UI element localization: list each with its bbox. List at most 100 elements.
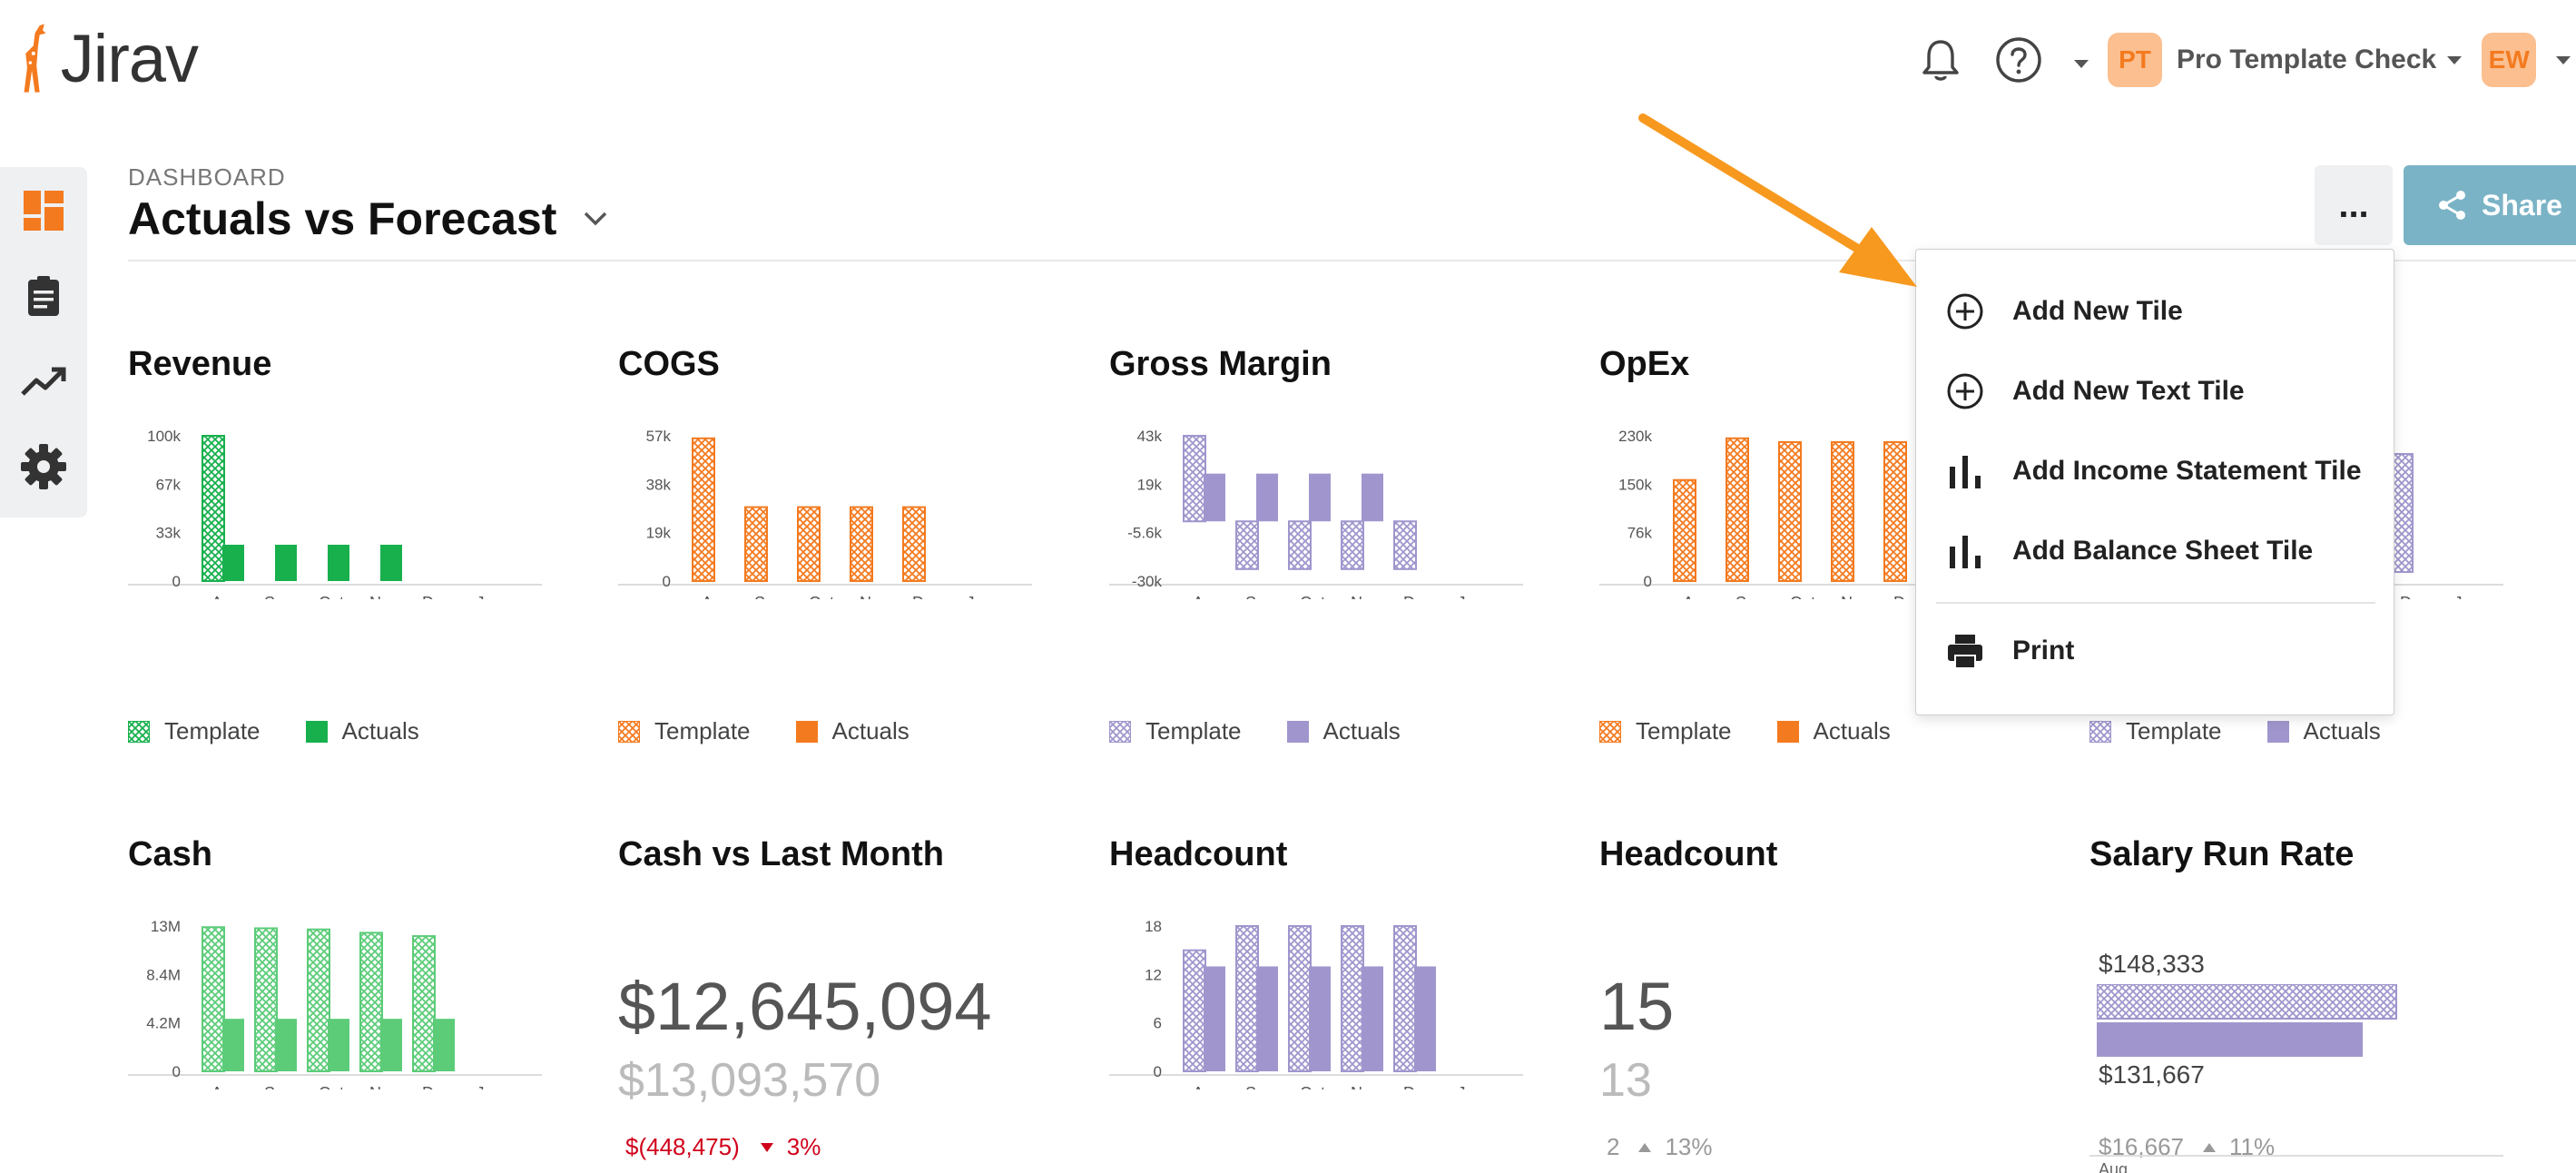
y-tick-label: 0 [1154,1063,1162,1080]
help-icon[interactable] [1993,34,2044,85]
actuals-bar [1204,966,1225,1071]
tile-partially-hidden[interactable]: Dec Jan Template Actuals [2089,345,2516,763]
x-tick-label: Dec [1893,594,1922,599]
tile-salary-run-rate[interactable]: Salary Run Rate $148,333 $131,667 $16,66… [2089,835,2516,1173]
y-tick-label: 19k [1137,476,1163,493]
legend-template: Template [1636,717,1732,744]
headcount-chart: 18 12 6 0 Aug Sep Oct Nov Dec Jan [1109,918,1523,1089]
chevron-down-icon [2447,55,2463,64]
giraffe-logo-icon [24,24,46,93]
x-tick-label: Dec [422,594,451,599]
legend-actuals: Actuals [831,717,909,744]
y-tick-label: 230k [1618,428,1652,445]
x-tick-label: Jan [966,594,992,599]
breadcrumb[interactable]: DASHBOARD [128,163,286,191]
legend-template: Template [1145,717,1242,744]
menu-item-add-new-tile[interactable]: Add New Tile [1945,284,2183,339]
actuals-bar [1309,966,1331,1071]
actuals-bar [380,1019,402,1071]
menu-item-add-new-text-tile[interactable]: Add New Text Tile [1945,364,2245,419]
tile-revenue[interactable]: Revenue 100k 67k 33k 0 Aug Sep Oct Nov Dec Jan Te… [127,345,555,763]
chart-legend: Template Actuals [1108,717,1446,745]
y-tick-label: 13M [151,918,181,935]
project-switcher[interactable]: PT Pro Template Check EW [2108,33,2571,87]
actuals-bar [1414,966,1436,1071]
template-bar [1341,925,1364,1072]
actuals-bar [275,1019,297,1071]
x-tick-label: Dec [1403,594,1432,599]
x-tick-label: Jan [1457,1084,1483,1089]
share-button[interactable]: Share [2404,165,2576,245]
share-icon [2439,191,2465,220]
x-tick-label: Aug [211,1084,241,1089]
x-tick-label: Oct [1790,594,1815,599]
template-bar [1288,925,1312,1072]
tile-title: Cash [128,835,212,873]
legend-template: Template [2126,717,2222,744]
tile-title: Salary Run Rate [2089,835,2355,873]
template-bar [254,927,278,1073]
template-bar [1341,520,1364,570]
template-bar [1673,478,1696,582]
tile-headcount-chart[interactable]: Headcount 18 12 6 0 Aug Sep Oct Nov Dec Jan [1109,835,1536,1173]
y-tick-label: 150k [1618,476,1652,493]
user-menu-caret-icon[interactable] [2556,55,2571,64]
chart-legend: Template Actuals [1598,717,1936,745]
share-label: Share [2482,188,2562,222]
help-caret-icon[interactable] [2074,56,2089,73]
actuals-bar [1256,473,1278,522]
x-tick-label: Sep [754,594,783,599]
x-tick-label: Nov [1351,1084,1380,1089]
tile-gross-margin[interactable]: Gross Margin 43k 19k -5.6k -30k Aug Sep Oct Nov… [1108,345,1536,763]
legend-actuals: Actuals [1322,717,1401,744]
menu-item-add-balance-sheet-tile[interactable]: Add Balance Sheet Tile [1945,524,2313,578]
page-title[interactable]: Actuals vs Forecast [128,192,607,245]
template-bar [744,506,768,582]
change-percent: 11% [2228,1133,2276,1160]
x-tick-label: Sep [264,1084,293,1089]
actuals-bar [433,1019,455,1071]
nav-trends[interactable] [0,340,87,423]
salary-actual-bar [2097,1022,2364,1057]
y-tick-label: 6 [1154,1015,1162,1032]
y-tick-label: 0 [172,1063,181,1080]
actuals-bar [222,1019,244,1071]
user-avatar[interactable]: EW [2482,33,2537,87]
menu-item-add-income-statement-tile[interactable]: Add Income Statement Tile [1945,444,2362,498]
x-tick-label: Sep [264,594,293,599]
y-tick-label: 0 [172,573,181,590]
tile-cash-vs-last-month[interactable]: Cash vs Last Month $12,645,094 $13,093,5… [618,835,1045,1173]
top-bar: Jirav PT Pro Template Check EW [0,0,2576,118]
y-tick-label: 0 [663,573,671,590]
more-options-button[interactable]: ... [2315,165,2393,245]
nav-dashboard[interactable] [0,169,87,252]
tile-headcount-number[interactable]: Headcount 15 13 2 13% [1599,835,2026,1173]
change-indicator: 2 13% [1607,1133,1713,1161]
x-tick-label: Sep [1735,594,1765,599]
menu-item-print[interactable]: Print [1945,624,2074,678]
legend-actuals: Actuals [1813,717,1891,744]
title-divider [128,260,2576,261]
change-amount: $(448,475) [625,1133,740,1160]
tile-cogs[interactable]: COGS 57k 38k 19k 0 Aug Sep Oct Nov Dec Jan Templa… [617,345,1045,763]
template-bar [902,506,926,582]
template-bar [1183,949,1206,1072]
plus-circle-icon [1947,373,1983,409]
x-tick-label: Aug [1193,1084,1222,1089]
trending-up-icon [21,367,66,396]
y-tick-label: 8.4M [146,966,181,983]
caret-down-icon [760,1142,773,1152]
template-bar [797,506,821,582]
template-bar [359,932,383,1073]
tile-cash[interactable]: Cash 13M 8.4M 4.2M 0 Aug Sep Oct Nov Dec Jan [128,835,555,1173]
current-value: $12,645,094 [618,969,992,1044]
tile-title: Headcount [1599,835,1778,873]
nav-settings[interactable] [0,425,87,508]
jirav-logo[interactable]: Jirav [16,13,199,104]
y-tick-label: -30k [1132,573,1163,590]
tile-title: Revenue [128,345,272,383]
nav-reports[interactable] [0,254,87,338]
notifications-bell-icon[interactable] [1915,34,1966,85]
x-tick-label: Nov [860,594,889,599]
change-amount: 2 [1607,1133,1620,1160]
